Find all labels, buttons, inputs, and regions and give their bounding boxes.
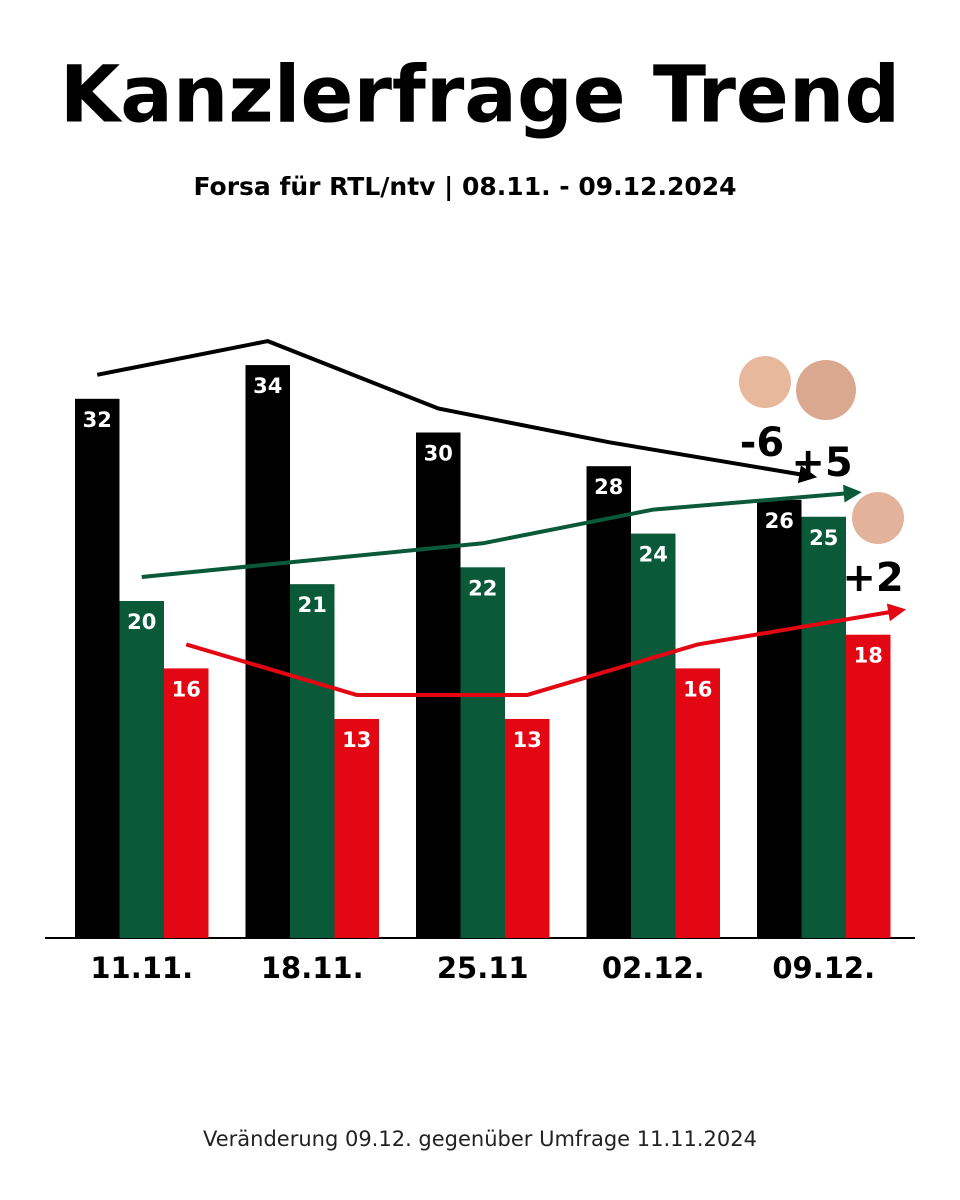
value-label: 20 [127, 610, 156, 634]
bar [334, 718, 379, 938]
bar [631, 533, 676, 938]
value-label: 26 [765, 509, 794, 533]
value-label: 13 [342, 728, 371, 752]
footnote: Veränderung 09.12. gegenüber Umfrage 11.… [203, 1127, 757, 1151]
trend-line [141, 490, 854, 579]
chart-subtitle: Forsa für RTL/ntv | 08.11. - 09.12.2024 [193, 172, 736, 201]
x-tick-label: 09.12. [772, 951, 875, 985]
annotation: -6 [740, 420, 784, 466]
bar [290, 584, 335, 938]
value-label: 22 [468, 576, 497, 600]
value-label: 28 [594, 475, 623, 499]
bar [801, 516, 846, 938]
value-label: 21 [298, 593, 327, 617]
bar [416, 432, 461, 938]
value-label: 34 [253, 374, 282, 398]
bar [164, 668, 209, 938]
value-label: 18 [854, 644, 883, 668]
face [739, 356, 791, 408]
trend-line [185, 608, 899, 697]
value-label: 32 [83, 408, 112, 432]
value-label: 16 [172, 677, 201, 701]
chart-title: Kanzlerfrage Trend [60, 50, 900, 140]
x-tick-label: 11.11. [90, 951, 193, 985]
bar [675, 668, 720, 938]
value-label: 30 [424, 442, 453, 466]
bar [245, 365, 290, 939]
value-label: 25 [809, 526, 838, 550]
bar [460, 567, 505, 938]
face [796, 360, 856, 420]
bar [119, 601, 164, 938]
bar [757, 499, 802, 938]
value-label: 13 [513, 728, 542, 752]
x-tick-label: 02.12. [602, 951, 705, 985]
bar [846, 634, 891, 938]
x-tick-label: 25.11 [437, 951, 529, 985]
value-label: 16 [683, 677, 712, 701]
bar [505, 718, 550, 938]
annotation: +2 [842, 555, 903, 601]
trend-arrowhead [886, 603, 907, 622]
x-tick-label: 18.11. [261, 951, 364, 985]
bar [75, 398, 120, 938]
face [852, 492, 904, 544]
bar [586, 466, 631, 938]
trend-line [96, 339, 810, 478]
value-label: 24 [639, 543, 668, 567]
faces [739, 356, 904, 544]
trend-arrowhead [843, 484, 862, 503]
trend-arrowhead [797, 465, 818, 484]
